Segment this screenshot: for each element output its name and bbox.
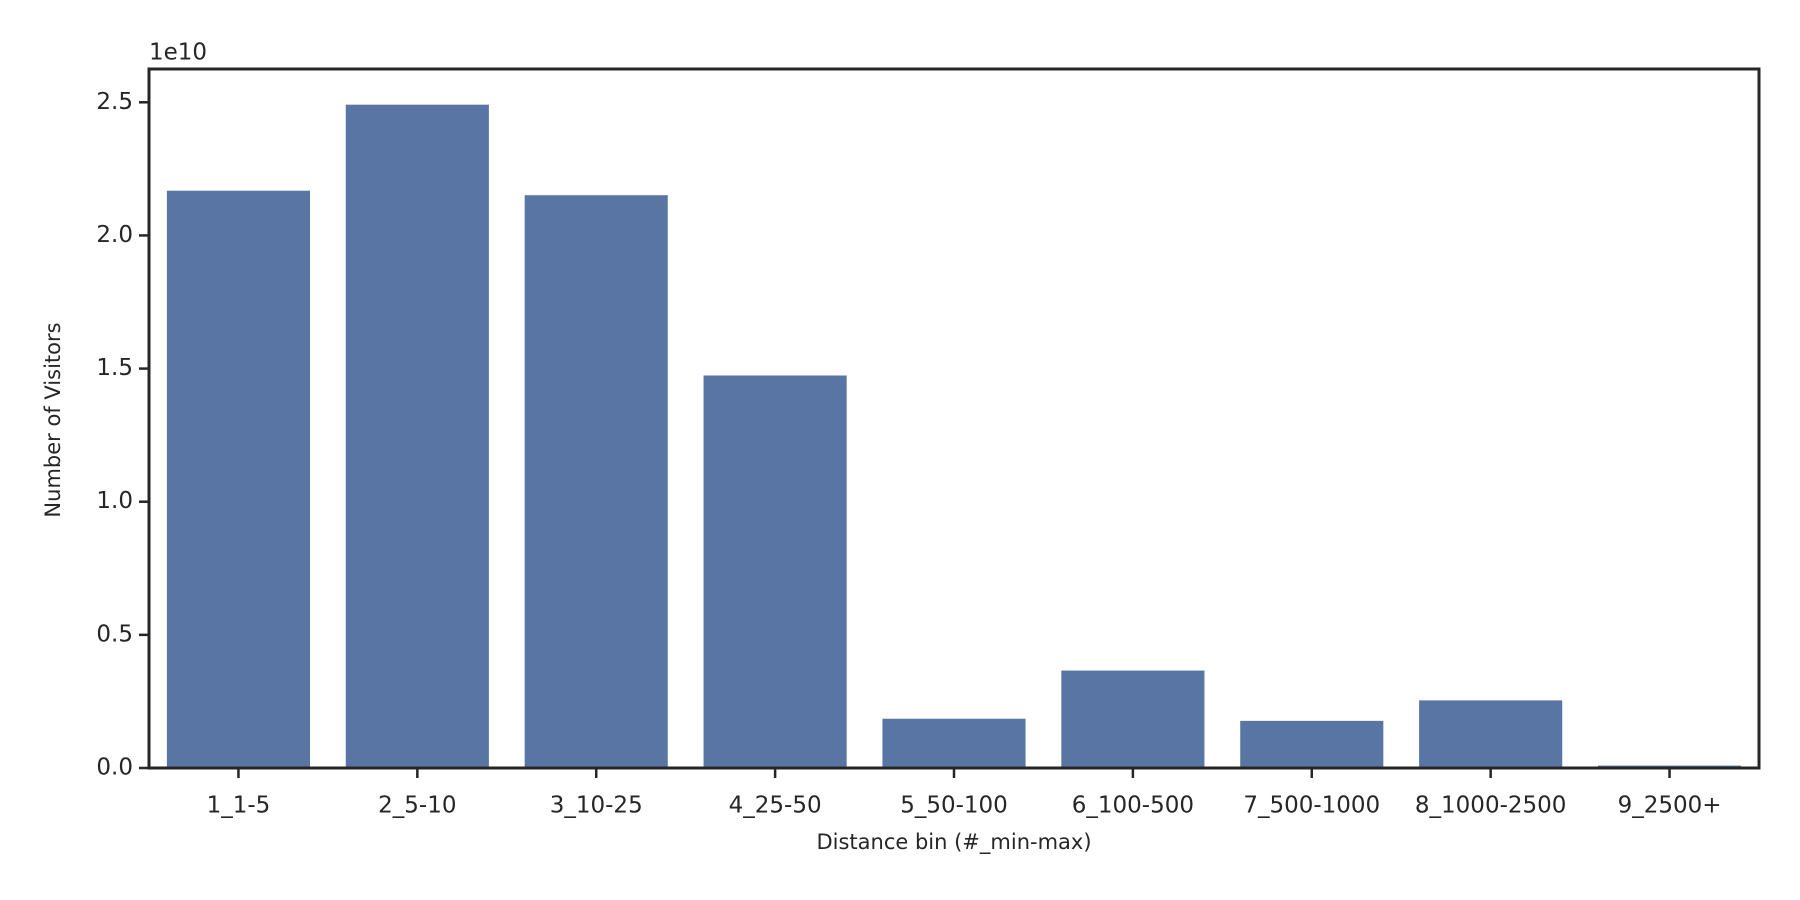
y-tick-label: 2.0 bbox=[96, 222, 133, 248]
y-tick-label: 0.0 bbox=[96, 755, 133, 781]
bar bbox=[882, 718, 1026, 768]
x-tick-label: 9_2500+ bbox=[1618, 793, 1722, 819]
x-tick-label: 6_100-500 bbox=[1072, 793, 1194, 819]
y-tick-label: 1.0 bbox=[96, 488, 133, 514]
x-tick-label: 7_500-1000 bbox=[1243, 793, 1380, 819]
bar bbox=[1419, 700, 1563, 768]
y-axis-label: Number of Visitors bbox=[41, 322, 65, 517]
bar bbox=[1061, 670, 1205, 768]
x-axis-label: Distance bin (#_min-max) bbox=[816, 830, 1091, 855]
x-tick-label: 2_5-10 bbox=[378, 793, 456, 819]
x-tick-label: 8_1000-2500 bbox=[1415, 793, 1567, 819]
bar bbox=[524, 195, 668, 768]
bar bbox=[166, 190, 310, 768]
bar bbox=[1240, 720, 1384, 768]
x-tick-label: 1_1-5 bbox=[207, 793, 271, 819]
y-tick-label: 1.5 bbox=[96, 355, 133, 381]
x-tick-label: 5_50-100 bbox=[900, 793, 1008, 819]
y-tick-label: 2.5 bbox=[96, 89, 133, 115]
plot-frame bbox=[147, 67, 1761, 770]
x-tick-label: 3_10-25 bbox=[550, 793, 643, 819]
bar bbox=[703, 375, 847, 768]
x-tick-label: 4_25-50 bbox=[729, 793, 822, 819]
y-tick-label: 0.5 bbox=[96, 621, 133, 647]
y-offset-label: 1e10 bbox=[149, 40, 207, 66]
bar bbox=[345, 104, 489, 768]
